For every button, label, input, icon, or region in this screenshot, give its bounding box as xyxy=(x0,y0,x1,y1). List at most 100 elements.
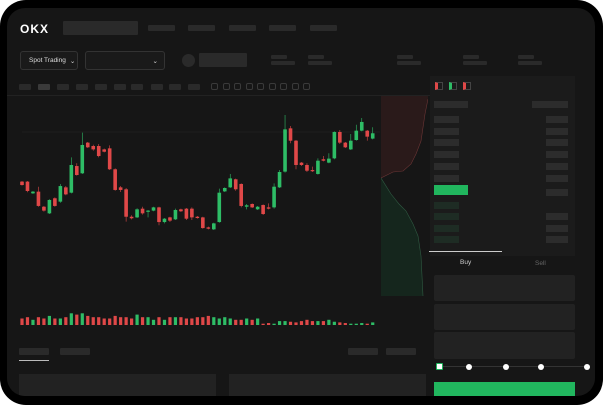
candlestick-chart[interactable] xyxy=(7,8,595,338)
candle-body xyxy=(140,208,145,214)
volume-bar xyxy=(343,323,347,325)
orderbook-asks-icon[interactable] xyxy=(463,82,471,90)
timeframe-button[interactable] xyxy=(114,84,126,90)
candle-body xyxy=(294,140,298,165)
candle-body xyxy=(277,172,282,188)
candle xyxy=(316,158,320,175)
nav-item[interactable] xyxy=(269,25,296,31)
ruler-icon[interactable] xyxy=(268,83,276,90)
volume-bar xyxy=(146,317,150,325)
volume-bar xyxy=(124,317,128,325)
tab-order-history[interactable] xyxy=(60,348,90,355)
filter-button[interactable] xyxy=(386,348,416,355)
timeframe-button[interactable] xyxy=(151,84,163,90)
divider xyxy=(7,95,430,96)
candle xyxy=(173,208,178,220)
candle xyxy=(168,216,172,223)
filter-button[interactable] xyxy=(348,348,378,355)
volume-bar xyxy=(283,321,287,325)
candle-body xyxy=(239,183,243,206)
spot-trading-dropdown[interactable]: Spot Trading ⌄ xyxy=(20,51,78,70)
timeframe-button[interactable] xyxy=(95,84,107,90)
timeframe-button[interactable] xyxy=(38,84,50,90)
volume-bar xyxy=(305,319,309,325)
volume-bar xyxy=(217,318,221,325)
indicator-icon[interactable] xyxy=(211,83,218,90)
candle xyxy=(91,144,96,151)
candle xyxy=(310,166,315,173)
volume-bar xyxy=(42,318,46,325)
fullscreen-icon[interactable] xyxy=(303,83,310,90)
line-icon[interactable] xyxy=(257,83,264,90)
price-input[interactable] xyxy=(434,275,575,301)
slider-handle[interactable] xyxy=(436,363,443,370)
candle xyxy=(201,216,205,229)
candle xyxy=(179,208,183,213)
slider-mark-50[interactable] xyxy=(503,363,509,370)
volume-bar xyxy=(223,317,227,325)
slider-mark-75[interactable] xyxy=(538,363,544,370)
search-bar[interactable] xyxy=(63,21,138,35)
bottom-panel-left xyxy=(19,374,216,396)
volume-bar xyxy=(206,315,210,325)
candle-body xyxy=(124,189,128,217)
tab-sell[interactable]: Sell xyxy=(535,260,546,267)
timeframe-button[interactable] xyxy=(19,84,31,90)
camera-icon[interactable] xyxy=(280,83,287,90)
candle-body xyxy=(64,187,68,195)
candle xyxy=(272,183,276,209)
settings-icon[interactable] xyxy=(291,83,299,90)
volume-bar xyxy=(151,319,156,325)
volume-bar xyxy=(179,317,183,325)
orderbook-header-price xyxy=(434,101,468,108)
candle-body xyxy=(272,186,276,208)
candle-body xyxy=(222,188,227,192)
chevron-down-icon[interactable] xyxy=(245,83,253,90)
tab-buy[interactable]: Buy xyxy=(460,259,472,266)
stat-label xyxy=(271,55,287,59)
tab-open-orders[interactable] xyxy=(19,348,49,355)
slider-mark-25[interactable] xyxy=(466,363,472,370)
candle xyxy=(42,205,46,212)
draw-icon[interactable] xyxy=(234,83,241,90)
timeframe-button[interactable] xyxy=(169,84,181,90)
amount-slider[interactable] xyxy=(436,363,590,370)
total-input[interactable] xyxy=(434,332,575,359)
candle-body xyxy=(288,128,293,141)
nav-item[interactable] xyxy=(188,25,215,31)
candle-body xyxy=(58,186,63,202)
amount-input[interactable] xyxy=(434,304,575,330)
candle xyxy=(327,153,331,164)
chevron-down-icon[interactable] xyxy=(222,83,230,90)
nav-item[interactable] xyxy=(310,25,337,31)
slider-mark-100[interactable] xyxy=(584,363,590,370)
candle-body xyxy=(233,179,238,190)
nav-item[interactable] xyxy=(148,25,175,31)
candle-body xyxy=(316,160,320,174)
candle xyxy=(75,163,79,176)
okx-logo[interactable]: OKX xyxy=(20,22,50,36)
candle xyxy=(195,215,200,219)
timeframe-button[interactable] xyxy=(57,84,69,90)
timeframe-button[interactable] xyxy=(131,84,143,90)
timeframe-button[interactable] xyxy=(188,84,200,90)
buy-button[interactable] xyxy=(434,382,575,396)
candle-body xyxy=(359,121,364,131)
candle-body xyxy=(102,149,106,152)
pair-selector[interactable]: ⌄ xyxy=(85,51,165,70)
timeframe-button[interactable] xyxy=(76,84,88,90)
volume-bar xyxy=(212,317,216,325)
ask-amount xyxy=(546,151,568,158)
bid-price xyxy=(434,225,459,232)
volume-bar xyxy=(261,323,265,325)
candle-body xyxy=(53,198,57,206)
candle xyxy=(349,134,353,151)
orderbook-bids-icon[interactable] xyxy=(449,82,457,90)
volume-bar xyxy=(25,317,30,325)
stat-label xyxy=(518,55,534,59)
orderbook-both-icon[interactable] xyxy=(435,82,443,90)
ask-price xyxy=(434,139,459,146)
nav-item[interactable] xyxy=(229,25,256,31)
volume-bar xyxy=(168,317,172,325)
